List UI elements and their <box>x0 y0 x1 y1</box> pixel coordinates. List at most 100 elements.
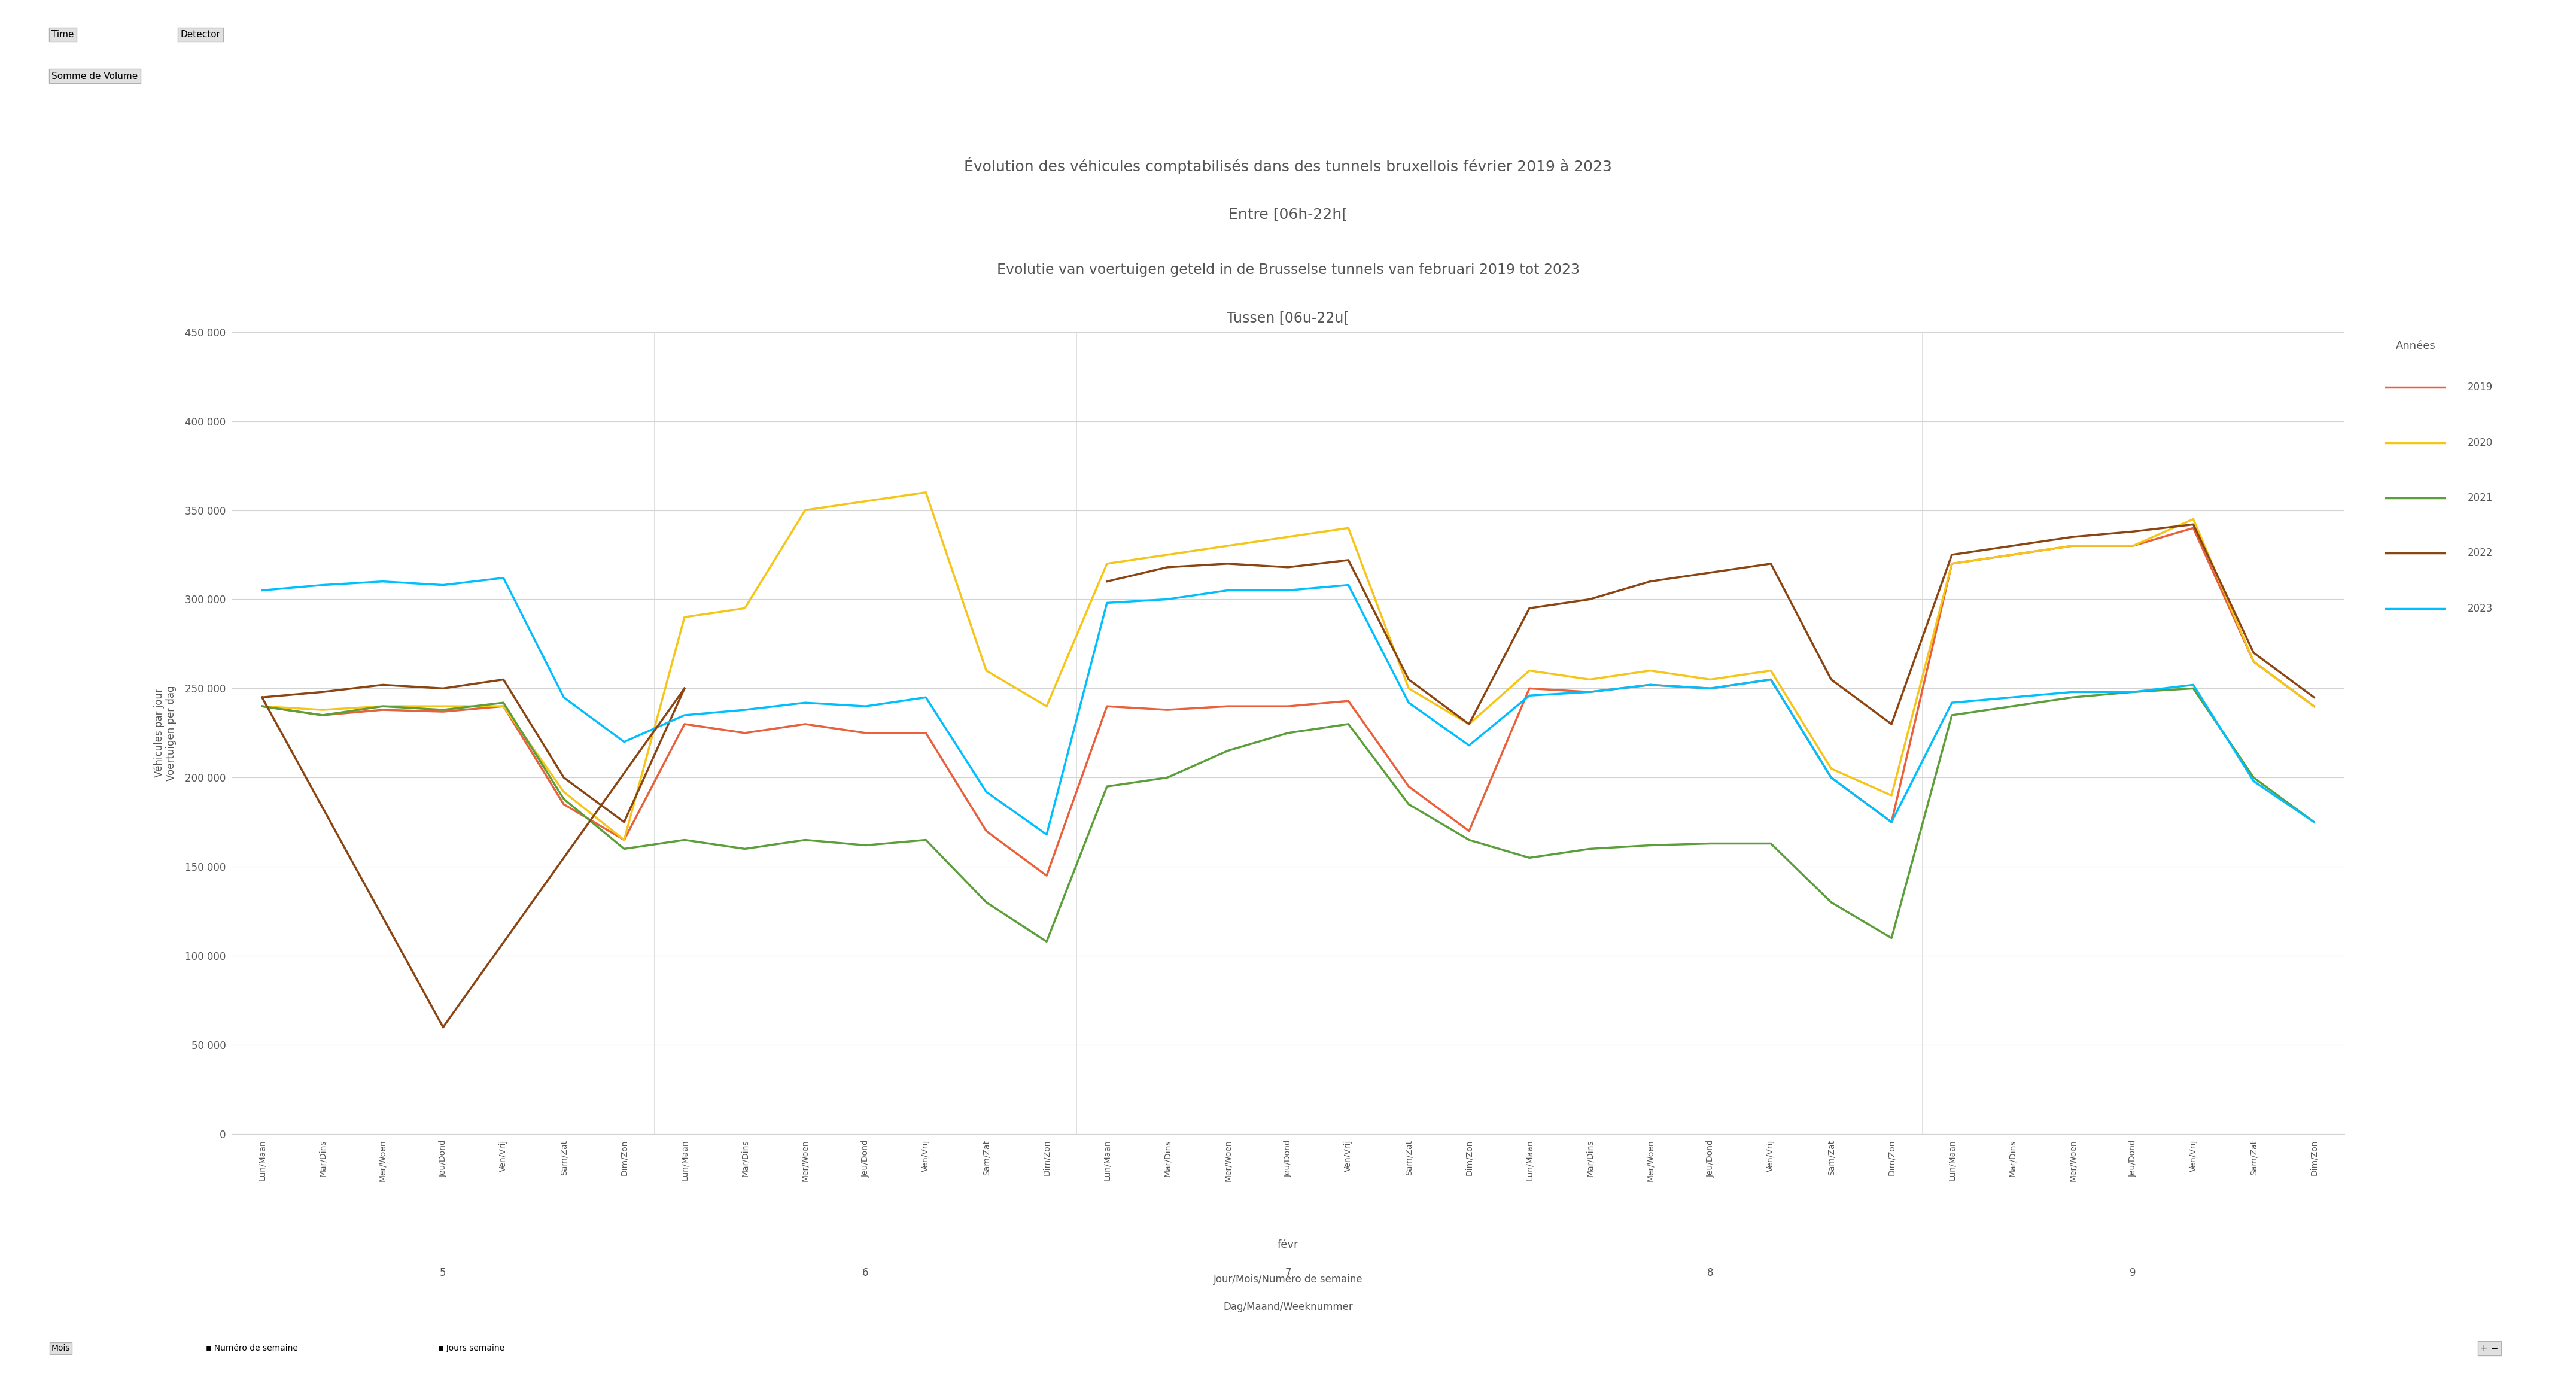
2020 <box>1030 698 1061 715</box>
2022 <box>1695 564 1726 581</box>
2019 <box>1151 701 1182 718</box>
2023 <box>2177 676 2208 693</box>
2022 <box>1453 716 1484 733</box>
Text: Detector: Detector <box>180 30 222 39</box>
2019 <box>1394 779 1425 795</box>
2019 <box>1695 680 1726 697</box>
2023 <box>428 577 459 593</box>
2023 <box>1695 680 1726 697</box>
2021 <box>1754 835 1785 852</box>
2019 <box>608 831 639 848</box>
2023 <box>2117 683 2148 700</box>
2020 <box>1695 671 1726 687</box>
2021 <box>909 831 940 848</box>
Text: Évolution des véhicules comptabilisés dans des tunnels bruxellois février 2019 à: Évolution des véhicules comptabilisés da… <box>963 158 1613 174</box>
2023 <box>1816 769 1847 786</box>
2023 <box>1937 694 1968 711</box>
2020 <box>1515 662 1546 679</box>
2019 <box>1937 556 1968 573</box>
Line: 2019: 2019 <box>263 528 2313 875</box>
2021 <box>2298 813 2329 830</box>
2023 <box>368 573 399 589</box>
2021 <box>1213 743 1244 759</box>
2021 <box>428 701 459 718</box>
2021 <box>487 694 518 711</box>
2022 <box>670 680 701 697</box>
2020 <box>1332 520 1363 537</box>
2020 <box>1394 680 1425 697</box>
2023 <box>1030 826 1061 842</box>
2020 <box>1092 556 1123 573</box>
2021 <box>1030 934 1061 950</box>
2021 <box>1937 707 1968 723</box>
Text: 2022: 2022 <box>2468 548 2494 559</box>
2022 <box>1636 573 1667 589</box>
2019 <box>1875 813 1906 830</box>
2023 <box>1875 813 1906 830</box>
2022 <box>1213 556 1244 573</box>
Text: Jour/Mois/Numéro de semaine: Jour/Mois/Numéro de semaine <box>1213 1274 1363 1285</box>
2020 <box>2177 510 2208 527</box>
2022 <box>1875 716 1906 733</box>
2023 <box>1151 591 1182 607</box>
2020 <box>549 784 580 801</box>
2021 <box>2177 680 2208 697</box>
2021 <box>549 791 580 808</box>
2020 <box>1636 662 1667 679</box>
2020 <box>850 492 881 509</box>
2023 <box>971 784 1002 801</box>
2022 <box>2117 523 2148 539</box>
2022 <box>1515 600 1546 617</box>
2019 <box>1515 680 1546 697</box>
2022 <box>1273 559 1303 575</box>
Text: 8: 8 <box>1708 1268 1713 1278</box>
Line: 2020: 2020 <box>263 492 2313 839</box>
2019 <box>1816 769 1847 786</box>
Text: ▪ Jours semaine: ▪ Jours semaine <box>438 1344 505 1353</box>
2020 <box>1937 556 1968 573</box>
2019 <box>247 698 278 715</box>
2023 <box>1273 582 1303 599</box>
2019 <box>1213 698 1244 715</box>
2019 <box>1574 683 1605 700</box>
2019 <box>971 823 1002 839</box>
2021 <box>1394 797 1425 813</box>
2019 <box>1754 671 1785 687</box>
2022 <box>2298 689 2329 705</box>
2023 <box>1394 694 1425 711</box>
2021 <box>1092 779 1123 795</box>
Text: févr: févr <box>1278 1239 1298 1250</box>
2022 <box>1092 573 1123 589</box>
2022 <box>368 676 399 693</box>
2023 <box>850 698 881 715</box>
Text: 2021: 2021 <box>2468 492 2494 503</box>
2022 <box>2058 528 2089 545</box>
2022 <box>549 769 580 786</box>
2019 <box>487 698 518 715</box>
2022 <box>307 683 337 700</box>
2020 <box>2298 698 2329 715</box>
Text: 7: 7 <box>1285 1268 1291 1278</box>
2021 <box>791 831 822 848</box>
2019 <box>2177 520 2208 537</box>
2021 <box>2058 689 2089 705</box>
2021 <box>368 698 399 715</box>
2019 <box>1636 676 1667 693</box>
2021 <box>971 893 1002 910</box>
2023 <box>2058 683 2089 700</box>
2020 <box>608 831 639 848</box>
2021 <box>1695 835 1726 852</box>
2020 <box>909 484 940 501</box>
2022 <box>1574 591 1605 607</box>
Text: ▪ Numéro de semaine: ▪ Numéro de semaine <box>206 1344 299 1353</box>
2022 <box>1816 671 1847 687</box>
2021 <box>1332 716 1363 733</box>
2023 <box>247 582 278 599</box>
Line: 2023: 2023 <box>263 578 2313 834</box>
2019 <box>428 704 459 721</box>
Line: 2021: 2021 <box>263 689 2313 942</box>
2021 <box>1996 698 2027 715</box>
2021 <box>1816 893 1847 910</box>
2023 <box>307 577 337 593</box>
2019 <box>791 716 822 733</box>
